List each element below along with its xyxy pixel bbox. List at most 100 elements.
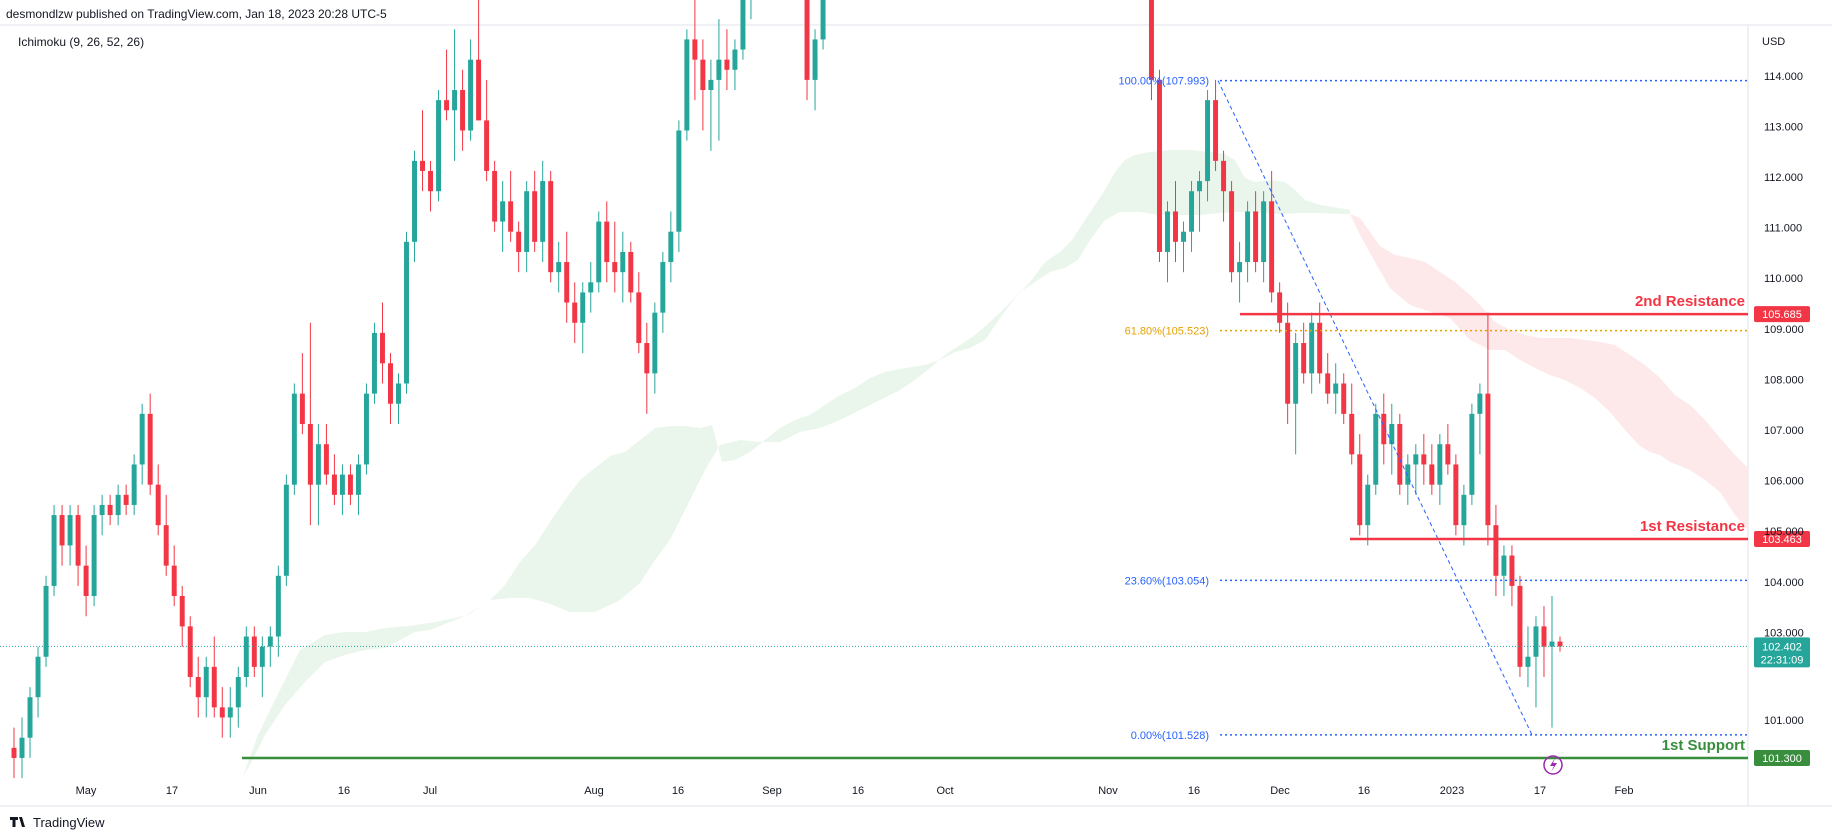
- candle: [347, 464, 353, 505]
- candle: [91, 504, 97, 607]
- candle-body: [123, 494, 129, 505]
- candle-body: [1517, 585, 1523, 667]
- price-tick-label: 112.000: [1764, 172, 1803, 184]
- price-tick-label: 104.000: [1764, 577, 1804, 589]
- time-tick-label: Aug: [584, 785, 604, 797]
- candle-body: [1421, 454, 1427, 465]
- candle: [1261, 191, 1267, 283]
- candle-body: [500, 201, 506, 222]
- candle: [1165, 201, 1170, 283]
- candle-body: [668, 231, 674, 263]
- candle: [339, 464, 345, 516]
- candle: [331, 454, 337, 505]
- candle: [131, 454, 137, 516]
- candle-body: [163, 525, 169, 566]
- candle: [692, 0, 698, 101]
- candle: [227, 687, 233, 738]
- price-tick-label: 107.000: [1764, 425, 1804, 437]
- candle: [115, 484, 121, 526]
- candle: [371, 322, 377, 404]
- candle-body: [219, 707, 225, 718]
- candle-body: [644, 343, 650, 374]
- candle: [251, 626, 257, 677]
- candle-body: [19, 737, 25, 758]
- candle-body: [492, 170, 498, 222]
- candle: [724, 29, 730, 91]
- price-tick-label: 105.000: [1764, 526, 1804, 538]
- candle: [1357, 434, 1363, 536]
- candle-body: [1156, 79, 1162, 252]
- candle-body: [323, 444, 329, 475]
- candle: [1517, 575, 1523, 677]
- candle-body: [347, 474, 353, 495]
- candle: [732, 39, 738, 91]
- fib-label: 0.00%(101.528): [1131, 730, 1209, 742]
- countdown-label: 22:31:09: [1761, 654, 1804, 666]
- candle-body: [1541, 626, 1547, 647]
- candle: [1405, 454, 1411, 505]
- candle: [1325, 353, 1331, 404]
- indicator-label[interactable]: Ichimoku (9, 26, 52, 26): [18, 35, 144, 49]
- candle-body: [684, 39, 690, 131]
- tradingview-logo[interactable]: TradingView: [10, 815, 105, 830]
- publisher-text: desmondlzw published on TradingView.com,…: [6, 7, 387, 21]
- alert-icon[interactable]: [1543, 755, 1563, 775]
- candle-body: [524, 191, 530, 252]
- candle-body: [251, 636, 257, 667]
- candle: [1197, 170, 1203, 232]
- candle-body: [508, 201, 514, 232]
- candle: [604, 201, 610, 283]
- level-name: 1st Support: [1662, 737, 1745, 754]
- time-axis: May 17 Jun 16 Jul Aug 16 Sep 16 Oct Nov 16 Dec 16 2023…: [76, 785, 1634, 797]
- time-tick-label: 16: [852, 785, 864, 797]
- candle: [460, 69, 466, 151]
- candle-body: [1357, 454, 1363, 526]
- candle: [1429, 444, 1435, 495]
- candle-body: [1501, 555, 1507, 576]
- candle-body: [612, 262, 618, 273]
- candle: [1413, 444, 1419, 495]
- candle: [1445, 423, 1451, 475]
- candle-body: [363, 393, 369, 465]
- time-tick-label: Jul: [423, 785, 437, 797]
- candle-body: [532, 191, 538, 242]
- candle-body: [1269, 201, 1275, 293]
- candle-body: [179, 596, 185, 627]
- candle: [1461, 484, 1467, 546]
- candle: [1349, 383, 1355, 465]
- candle: [516, 221, 522, 273]
- candle-body: [259, 646, 265, 667]
- candle-body: [1469, 413, 1475, 495]
- candle: [820, 0, 826, 50]
- fib-trend-line[interactable]: [1217, 80, 1533, 736]
- candle-body: [404, 241, 409, 384]
- candle: [1309, 312, 1315, 394]
- candle: [363, 383, 369, 475]
- candle: [1317, 302, 1323, 384]
- time-tick-label: May: [76, 785, 97, 797]
- candle-body: [1301, 343, 1307, 374]
- candle-body: [804, 0, 810, 80]
- candle-body: [1405, 464, 1411, 485]
- candle-body: [243, 636, 249, 677]
- candle: [508, 170, 514, 242]
- candle: [1181, 221, 1186, 273]
- candle: [235, 666, 241, 728]
- candle: [1245, 201, 1251, 283]
- candle-body: [1381, 413, 1387, 445]
- candle-body: [1413, 454, 1419, 465]
- candlestick-series: [11, 0, 1563, 779]
- candle-body: [620, 251, 626, 273]
- candle: [1469, 403, 1475, 505]
- candle: [524, 181, 530, 273]
- candle-body: [1245, 211, 1251, 263]
- candle: [580, 282, 586, 354]
- candle: [59, 504, 65, 566]
- candle-body: [299, 393, 305, 424]
- candle-body: [1341, 383, 1347, 414]
- tradingview-logo-icon: [10, 817, 25, 827]
- time-tick-label: Oct: [936, 785, 953, 797]
- candle: [123, 484, 129, 516]
- time-tick-label: 16: [338, 785, 350, 797]
